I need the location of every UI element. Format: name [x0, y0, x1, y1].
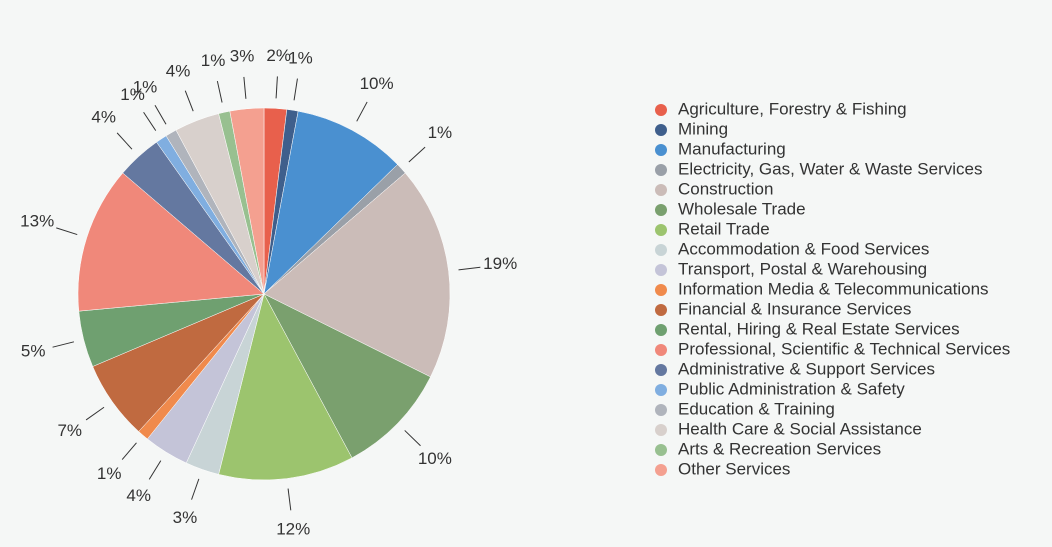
legend-label: Education & Training — [678, 399, 835, 418]
legend-swatch — [655, 124, 667, 136]
data-label: 4% — [126, 486, 151, 505]
legend-label: Professional, Scientific & Technical Ser… — [678, 339, 1010, 358]
data-label: 1% — [428, 123, 453, 142]
legend-label: Construction — [678, 179, 773, 198]
legend-swatch — [655, 384, 667, 396]
data-label: 1% — [97, 464, 122, 483]
leader-line — [184, 90, 194, 112]
legend-label: Health Care & Social Assistance — [678, 419, 922, 438]
legend-label: Retail Trade — [678, 219, 770, 238]
legend-swatch — [655, 424, 667, 436]
legend-label: Administrative & Support Services — [678, 359, 935, 378]
legend-label: Rental, Hiring & Real Estate Services — [678, 319, 960, 338]
legend-label: Wholesale Trade — [678, 199, 806, 218]
leader-line — [408, 146, 426, 163]
legend-swatch — [655, 244, 667, 256]
leader-line — [121, 442, 137, 460]
data-label: 4% — [166, 62, 191, 81]
leader-line — [143, 111, 157, 131]
data-label: 1% — [120, 85, 145, 104]
legend-label: Manufacturing — [678, 139, 786, 158]
leader-line — [275, 76, 278, 99]
legend-swatch — [655, 164, 667, 176]
leader-line — [287, 488, 292, 511]
data-label: 3% — [230, 46, 255, 65]
legend-swatch — [655, 144, 667, 156]
data-label: 2% — [266, 46, 291, 65]
leader-line — [356, 101, 368, 122]
leader-line — [216, 80, 223, 103]
legend-label: Transport, Postal & Warehousing — [678, 259, 927, 278]
data-label: 7% — [57, 421, 82, 440]
legend-swatch — [655, 304, 667, 316]
legend-label: Accommodation & Food Services — [678, 239, 929, 258]
leader-line — [458, 266, 481, 271]
legend-swatch — [655, 404, 667, 416]
data-label: 1% — [133, 77, 158, 96]
data-label: 5% — [21, 342, 46, 361]
legend-label: Information Media & Telecommunications — [678, 279, 989, 298]
legend-label: Arts & Recreation Services — [678, 439, 881, 458]
legend-label: Other Services — [678, 459, 790, 478]
leader-line — [85, 406, 105, 421]
pie-slice — [229, 107, 265, 295]
pie-slice — [218, 293, 353, 481]
legend-swatch — [655, 324, 667, 336]
data-label: 4% — [91, 108, 116, 127]
legend-label: Agriculture, Forestry & Fishing — [678, 99, 907, 118]
pie-slice — [263, 172, 451, 378]
legend-label: Mining — [678, 119, 728, 138]
legend-label: Electricity, Gas, Water & Waste Services — [678, 159, 983, 178]
leader-line — [148, 460, 162, 480]
legend-swatch — [655, 464, 667, 476]
data-label: 13% — [20, 211, 54, 230]
leader-line — [116, 132, 133, 150]
data-label: 1% — [288, 48, 313, 67]
leader-line — [404, 430, 421, 447]
leader-line — [56, 227, 78, 236]
legend-swatch — [655, 104, 667, 116]
legend-swatch — [655, 284, 667, 296]
data-label: 12% — [276, 520, 310, 539]
data-label: 10% — [418, 449, 452, 468]
legend-swatch — [655, 364, 667, 376]
pie-slice — [77, 172, 265, 312]
data-label: 1% — [201, 51, 226, 70]
legend-label: Financial & Insurance Services — [678, 299, 911, 318]
leader-line — [293, 78, 298, 101]
leader-line — [52, 341, 75, 348]
pie-slice — [263, 293, 431, 459]
legend-swatch — [655, 344, 667, 356]
data-label: 3% — [173, 508, 198, 527]
leader-line — [154, 104, 167, 125]
leader-line — [243, 76, 247, 99]
legend-swatch — [655, 224, 667, 236]
data-label: 10% — [360, 74, 394, 93]
legend-swatch — [655, 204, 667, 216]
legend-label: Public Administration & Safety — [678, 379, 905, 398]
leader-line — [191, 478, 200, 500]
pie-slice — [263, 110, 398, 295]
legend-swatch — [655, 184, 667, 196]
legend-swatch — [655, 444, 667, 456]
legend-swatch — [655, 264, 667, 276]
data-label: 19% — [483, 254, 517, 273]
